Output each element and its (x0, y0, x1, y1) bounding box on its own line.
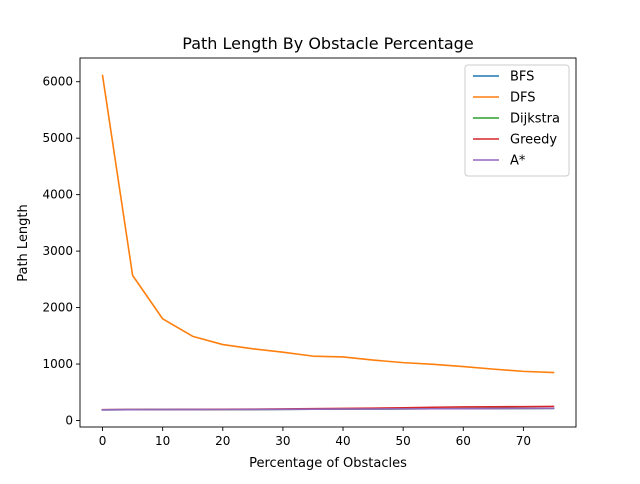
legend: BFS DFS Dijkstra Greedy A* (464, 64, 570, 177)
plot-area: 0 10 20 30 40 50 60 70 0 1000 2000 3000 4000 5000 6000 (42, 57, 577, 448)
x-tick-label: 0 (99, 434, 107, 448)
x-tick-label: 60 (456, 434, 471, 448)
legend-label: Dijkstra (510, 112, 560, 127)
y-tick-label: 0 (65, 414, 73, 428)
legend-label: A* (510, 154, 526, 169)
y-tick-label: 6000 (42, 75, 73, 89)
legend-box (464, 64, 570, 177)
x-tick-label: 50 (396, 434, 411, 448)
x-tick-label: 40 (335, 434, 350, 448)
axes-frame (79, 57, 577, 428)
y-tick-label: 5000 (42, 131, 73, 145)
series-line-a (101, 407, 555, 411)
x-tick-label: 10 (155, 434, 170, 448)
y-tick-label: 4000 (42, 188, 73, 202)
x-tick-label: 30 (275, 434, 290, 448)
x-axis-label: Percentage of Obstacles (249, 456, 407, 471)
y-tick-label: 3000 (42, 244, 73, 258)
legend-label: Greedy (510, 133, 557, 148)
legend-label: DFS (510, 91, 536, 106)
y-axis-label: Path Length (16, 204, 31, 282)
legend-label: BFS (510, 70, 534, 85)
y-tick-label: 1000 (42, 357, 73, 371)
y-tick-label: 2000 (42, 301, 73, 315)
x-tick-label: 20 (215, 434, 230, 448)
x-tick-label: 70 (516, 434, 531, 448)
chart-title: Path Length By Obstacle Percentage (182, 34, 473, 53)
series-line-dfs (101, 74, 555, 374)
